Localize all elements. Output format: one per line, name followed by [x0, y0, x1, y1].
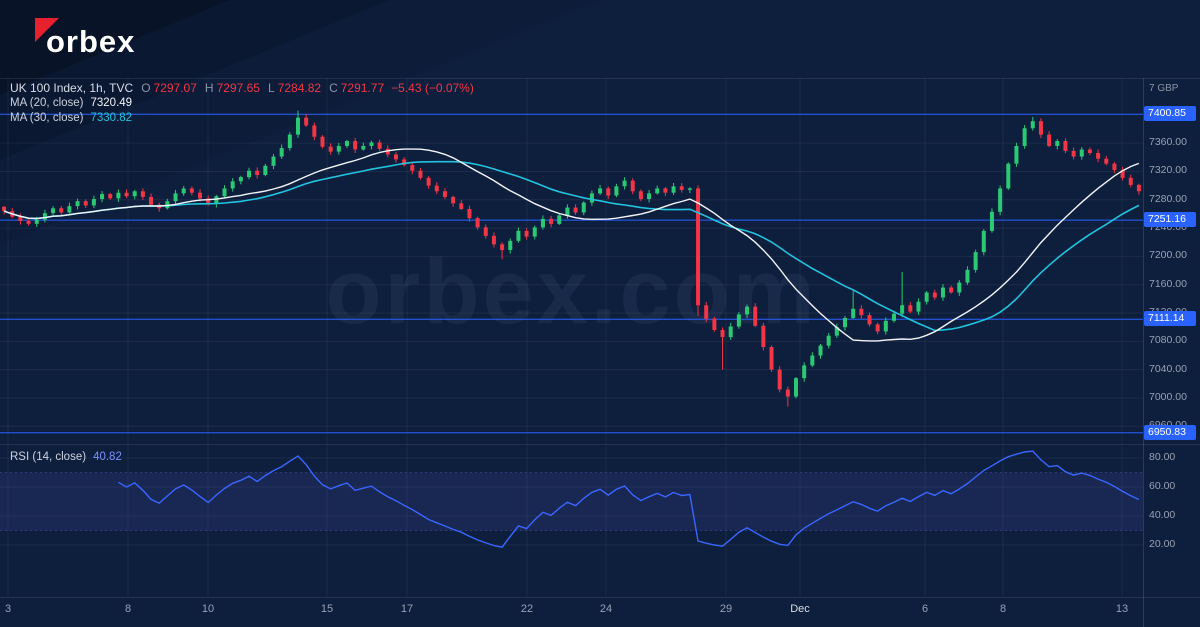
orbex-logo-text: orbex — [46, 24, 136, 59]
price-tick-label: 7040.00 — [1149, 362, 1187, 375]
price-tick-label: 7200.00 — [1149, 249, 1187, 262]
low-value: 7284.82 — [277, 81, 322, 95]
change-value: −5.43 (−0.07%) — [391, 81, 474, 95]
open-value: 7297.07 — [153, 81, 197, 95]
rsi-value: 40.82 — [93, 451, 122, 463]
price-level-badge: 7111.14 — [1144, 311, 1196, 327]
ma30-value: 7330.82 — [90, 112, 133, 124]
close-value: 7291.77 — [340, 81, 385, 95]
close-label: C — [329, 81, 338, 95]
rsi-tick-label: 20.00 — [1149, 538, 1176, 550]
time-tick-label: 15 — [320, 603, 334, 615]
time-tick-label: 10 — [201, 603, 215, 615]
time-tick-label: 22 — [520, 603, 534, 615]
price-level-badge: 7400.85 — [1144, 106, 1196, 122]
time-tick-label: 17 — [400, 603, 414, 615]
time-axis[interactable]: 3 8 10 15 17 22 24 29 Dec 6 8 13 — [0, 597, 1143, 627]
symbol-title: UK 100 Index, 1h, TVC — [10, 81, 134, 95]
rsi-band — [0, 472, 1143, 531]
time-tick-label: 8 — [999, 603, 1007, 615]
rsi-tick-label: 60.00 — [1149, 480, 1176, 492]
candlestick-series — [2, 110, 1141, 407]
price-tick-label: 7080.00 — [1149, 334, 1187, 347]
price-tick-label: 7000.00 — [1149, 390, 1187, 403]
high-label: H — [204, 81, 214, 95]
ma30-line — [3, 160, 1140, 332]
low-label: L — [267, 81, 275, 95]
price-tick-label: 7320.00 — [1149, 164, 1187, 177]
open-label: O — [141, 81, 151, 95]
time-tick-label: 13 — [1115, 603, 1129, 615]
price-tick-label: 7160.00 — [1149, 277, 1187, 290]
time-tick-label: 6 — [921, 603, 929, 615]
ma20-line — [3, 148, 1140, 342]
ma30-legend[interactable]: MA (30, close) 7330.82 — [10, 112, 132, 124]
time-tick-label: 3 — [4, 603, 12, 615]
currency-label: 7 GBP — [1149, 83, 1179, 94]
time-tick-label: 24 — [599, 603, 613, 615]
rsi-legend[interactable]: RSI (14, close) 40.82 — [10, 451, 122, 463]
price-tick-label: 7280.00 — [1149, 192, 1187, 205]
price-tick-label: 7360.00 — [1149, 136, 1187, 149]
rsi-line — [118, 450, 1140, 548]
ma30-label: MA (30, close) — [10, 112, 84, 124]
time-tick-label: 8 — [124, 603, 132, 615]
rsi-label: RSI (14, close) — [10, 451, 87, 463]
time-tick-label: Dec — [790, 603, 810, 615]
time-tick-label: 29 — [719, 603, 733, 615]
symbol-legend[interactable]: UK 100 Index, 1h, TVC O 7297.07 H 7297.65 L 72… — [10, 81, 474, 95]
ma20-label: MA (20, close) — [10, 97, 84, 109]
ma20-legend[interactable]: MA (20, close) 7320.49 — [10, 97, 132, 109]
high-value: 7297.65 — [216, 81, 260, 95]
rsi-tick-label: 80.00 — [1149, 451, 1176, 463]
chart-canvas[interactable] — [0, 78, 1200, 627]
price-level-badge: 6950.83 — [1144, 424, 1196, 440]
rsi-tick-label: 40.00 — [1149, 509, 1176, 521]
price-level-badge: 7251.16 — [1144, 212, 1196, 228]
orbex-logo: orbex — [35, 18, 136, 60]
price-axis[interactable]: 7 GBP 7360.00 7320.00 7280.00 7240.00 7200.0… — [1143, 78, 1200, 627]
ma20-value: 7320.49 — [90, 97, 133, 109]
